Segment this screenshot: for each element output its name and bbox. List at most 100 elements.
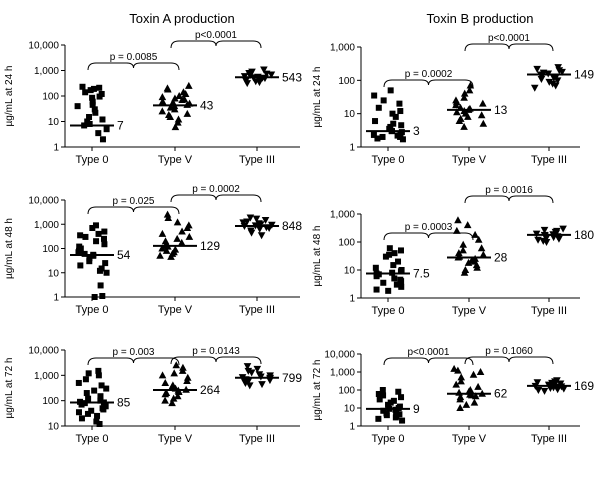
data-point <box>99 136 106 143</box>
data-point <box>91 387 98 394</box>
column-title-toxin-b: Toxin B production <box>427 11 534 26</box>
category-label: Type V <box>158 433 193 445</box>
p-value-label: p = 0.1060 <box>485 346 533 357</box>
comparison-bracket <box>170 40 262 49</box>
category-label: Type 0 <box>371 154 404 166</box>
data-point <box>173 392 182 400</box>
median-label: 7.5 <box>413 266 430 280</box>
data-point <box>548 80 557 88</box>
data-point <box>96 93 103 100</box>
data-point <box>460 89 469 97</box>
data-point <box>255 79 264 87</box>
median-label: 54 <box>117 248 131 262</box>
data-point <box>452 380 460 388</box>
comparison-bracket <box>383 357 474 366</box>
data-point <box>460 93 468 101</box>
y-tick-label: 10,000 <box>324 350 355 361</box>
data-point <box>380 97 387 104</box>
data-point <box>89 225 96 232</box>
data-point <box>533 379 542 387</box>
category-label: Type III <box>531 305 567 317</box>
data-point <box>477 244 486 252</box>
data-point <box>550 74 558 82</box>
y-tick-label: 1,000 <box>330 210 355 221</box>
y-axis-label: µg/mL at 24 h <box>4 66 15 127</box>
data-point <box>179 363 187 371</box>
data-point <box>163 210 172 218</box>
data-point <box>380 392 387 399</box>
data-point <box>243 80 252 88</box>
data-point <box>393 408 400 415</box>
median-label: 85 <box>117 395 131 409</box>
comparison-bracket <box>87 206 180 215</box>
data-point <box>91 106 98 113</box>
category-label: Type 0 <box>371 433 404 445</box>
chart-panel: 1 10 100 1,000 µg/mL at 48 h Type 0 Type V Type… <box>312 185 594 317</box>
comparison-bracket <box>87 62 180 71</box>
category-label: Type 0 <box>75 304 108 316</box>
data-point <box>183 109 192 117</box>
data-point <box>103 269 110 276</box>
data-point <box>553 386 562 394</box>
category-label: Type V <box>158 304 193 316</box>
data-point <box>75 379 82 386</box>
data-point <box>89 101 96 108</box>
data-point <box>84 410 91 417</box>
chart-panel: 1 10 100 1,000 µg/mL at 24 h Type 0 Type V Type… <box>312 33 594 166</box>
data-point <box>455 117 464 125</box>
data-point <box>162 246 171 254</box>
data-point <box>164 85 172 93</box>
data-point <box>371 92 378 99</box>
median-label: 169 <box>574 379 594 393</box>
data-point <box>464 112 472 120</box>
data-point <box>380 279 387 286</box>
data-point <box>75 249 82 256</box>
data-point <box>382 253 389 260</box>
data-point <box>96 420 103 427</box>
data-point <box>373 286 380 293</box>
data-point <box>255 225 264 233</box>
data-point <box>91 294 98 300</box>
data-point <box>540 387 549 395</box>
data-point <box>88 407 95 414</box>
data-point <box>396 100 403 107</box>
y-tick-label: 1,000 <box>34 371 59 382</box>
data-point <box>177 238 186 246</box>
median-label: 129 <box>200 239 220 253</box>
data-point <box>81 250 88 257</box>
data-point <box>174 118 182 126</box>
data-point <box>376 396 383 403</box>
median-label: 7 <box>117 118 124 132</box>
comparison-bracket <box>170 194 262 203</box>
y-axis-label: µg/mL at 48 h <box>4 218 15 279</box>
data-point <box>171 123 180 131</box>
data-point <box>92 109 99 116</box>
data-point <box>181 89 190 97</box>
category-label: Type III <box>239 304 275 316</box>
data-point <box>86 114 93 121</box>
data-point <box>82 89 89 96</box>
data-point <box>247 229 256 237</box>
data-point <box>540 226 549 234</box>
y-tick-label: 10 <box>48 268 60 279</box>
data-point <box>77 262 84 269</box>
y-tick-label: 10,000 <box>28 41 59 52</box>
data-point <box>94 412 101 419</box>
data-point <box>474 382 482 390</box>
data-point <box>560 385 568 393</box>
data-point <box>103 385 110 392</box>
data-point <box>379 387 386 393</box>
data-point <box>97 397 104 404</box>
data-point <box>175 92 183 99</box>
data-point <box>101 241 108 248</box>
data-point <box>89 98 96 105</box>
data-point <box>530 84 539 92</box>
data-point <box>473 263 481 271</box>
median-label: 9 <box>413 402 420 416</box>
data-point <box>457 377 465 385</box>
data-point <box>396 411 403 418</box>
data-point <box>390 397 397 404</box>
comparison-bracket <box>87 357 180 366</box>
data-point <box>373 273 380 280</box>
